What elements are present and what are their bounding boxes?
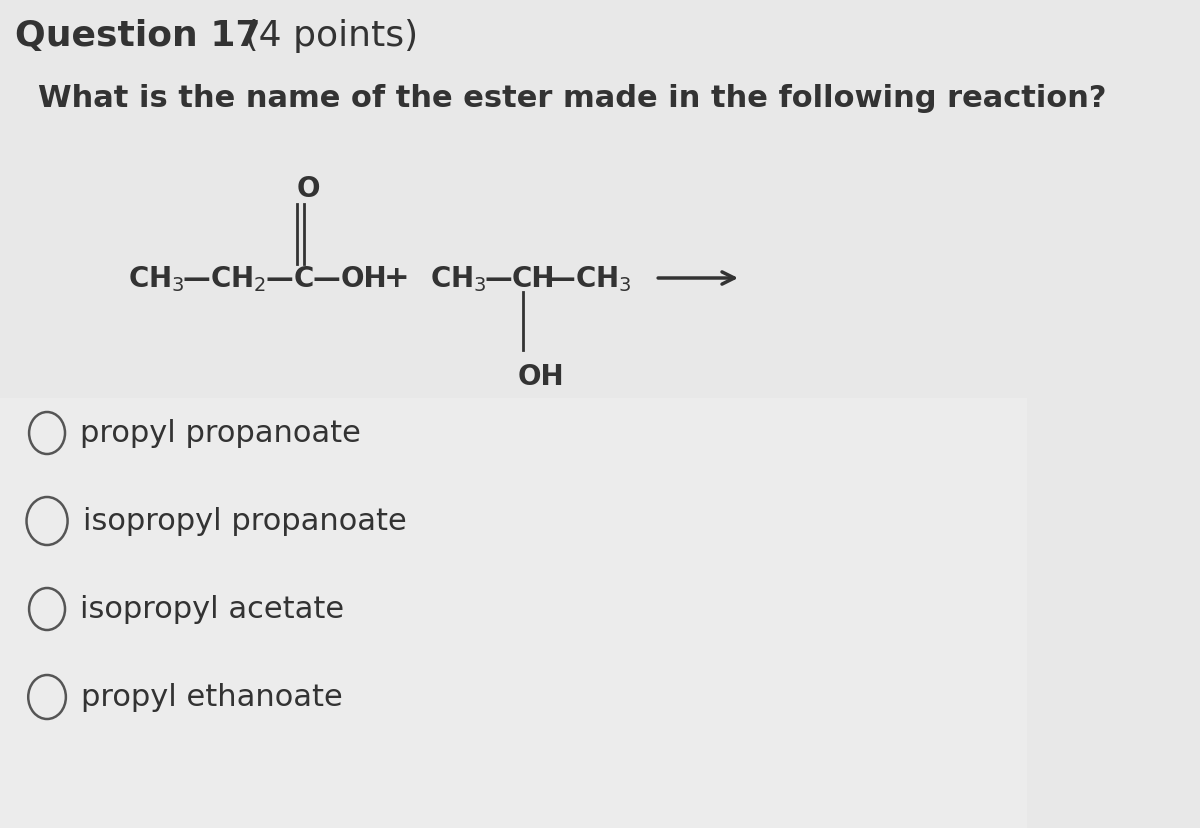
Text: isopropyl acetate: isopropyl acetate: [80, 595, 344, 623]
Text: CH$_3$: CH$_3$: [128, 264, 185, 294]
Text: —: —: [265, 265, 293, 292]
Text: Question 17: Question 17: [16, 19, 262, 53]
Text: O: O: [296, 175, 320, 203]
Text: CH$_3$: CH$_3$: [431, 264, 487, 294]
Text: propyl propanoate: propyl propanoate: [80, 419, 361, 448]
Text: isopropyl propanoate: isopropyl propanoate: [83, 507, 407, 536]
Text: What is the name of the ester made in the following reaction?: What is the name of the ester made in th…: [38, 84, 1106, 113]
Text: (4 points): (4 points): [233, 19, 418, 53]
Text: CH$_2$: CH$_2$: [210, 264, 266, 294]
Text: CH: CH: [511, 265, 556, 292]
Text: propyl ethanoate: propyl ethanoate: [82, 682, 343, 711]
Text: —: —: [547, 265, 575, 292]
FancyBboxPatch shape: [0, 398, 1027, 828]
Text: —: —: [312, 265, 340, 292]
Text: OH: OH: [341, 265, 388, 292]
Text: C: C: [294, 265, 314, 292]
Text: CH$_3$: CH$_3$: [575, 264, 631, 294]
Text: OH: OH: [517, 363, 564, 391]
Text: —: —: [485, 265, 512, 292]
Text: +: +: [383, 264, 409, 293]
Text: —: —: [182, 265, 210, 292]
